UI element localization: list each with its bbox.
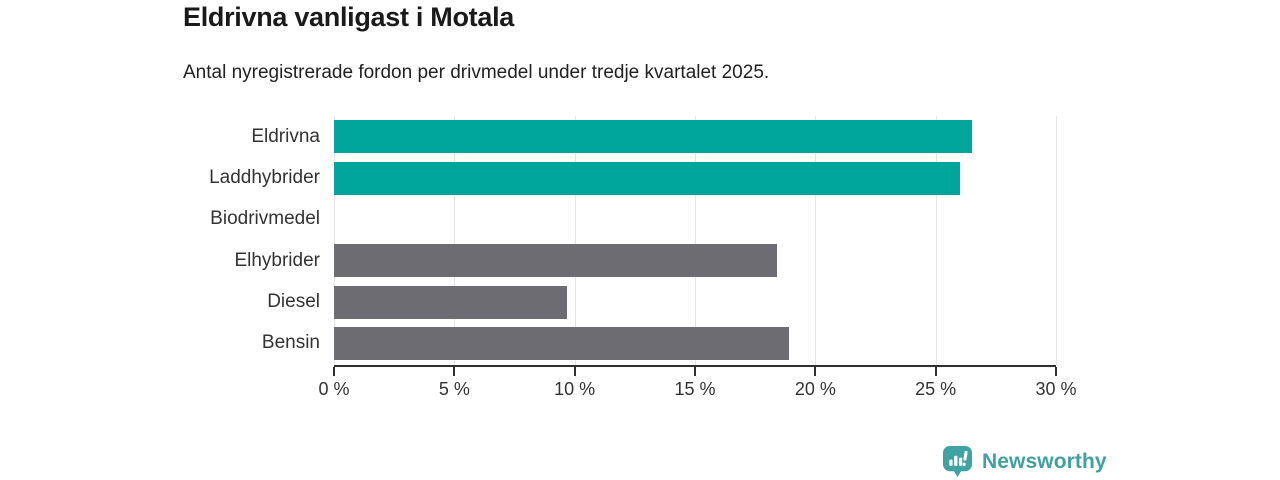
brand-name: Newsworthy	[982, 449, 1107, 473]
axis-tick	[694, 367, 696, 376]
axis-tick-label: 5 %	[438, 379, 470, 399]
axis-tick	[573, 367, 576, 376]
axis-tick	[1055, 367, 1057, 376]
category-label: Elhybrider	[234, 249, 320, 271]
bar-diesel	[334, 285, 568, 319]
gridline	[574, 116, 576, 365]
bar-bensin	[334, 326, 789, 360]
brand-logo: Newsworthy	[942, 445, 1107, 478]
category-label: Bensin	[261, 332, 320, 354]
axis-tick	[934, 367, 937, 376]
bar-laddhybrider	[334, 161, 960, 195]
page-subtitle: Antal nyregistrerade fordon per drivmede…	[183, 62, 770, 83]
exclamation-mark	[962, 450, 968, 466]
axis-tick-label: 20 %	[794, 379, 836, 399]
bar-chart-speech-bubble-icon	[942, 446, 973, 477]
gridline	[935, 116, 937, 365]
gridline	[1056, 116, 1057, 365]
axis-tick-label: 10 %	[554, 379, 596, 399]
category-label: Biodrivmedel	[210, 208, 320, 230]
x-axis: 0 % 5 % 10 % 15 % 20 % 25 % 30 %	[318, 365, 1077, 403]
category-label: Diesel	[267, 290, 320, 312]
category-label-column: Eldrivna Laddhybrider Biodrivmedel Elhybrid…	[0, 116, 320, 364]
axis-tick-label: 30 %	[1035, 379, 1077, 399]
gridline	[334, 116, 335, 365]
gridline	[695, 116, 696, 365]
axis-tick	[333, 367, 335, 376]
axis-tick-label: 15 %	[674, 379, 716, 399]
axis-tick	[453, 367, 456, 376]
plot-area	[334, 116, 1057, 365]
bar-elhybrider	[334, 244, 777, 278]
gridline	[815, 116, 817, 365]
axis-tick-label: 0 %	[318, 379, 350, 399]
category-label: Laddhybrider	[209, 166, 320, 188]
category-label: Eldrivna	[251, 125, 320, 147]
axis-tick-label: 25 %	[915, 379, 957, 399]
page-title: Eldrivna vanligast i Motala	[183, 2, 514, 32]
axis-tick	[814, 367, 817, 376]
gridline	[454, 116, 456, 365]
bar-eldrivna	[334, 120, 972, 154]
